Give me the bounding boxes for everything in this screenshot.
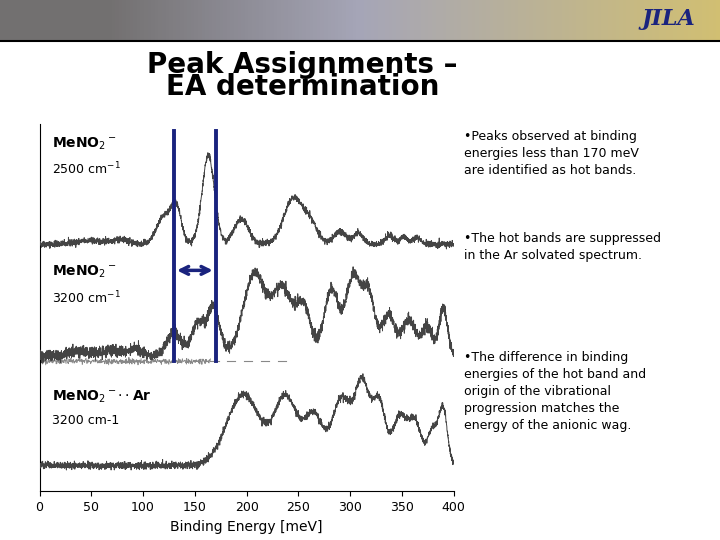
Text: MeNO$_2$$^-$$\cdot\cdot$Ar: MeNO$_2$$^-$$\cdot\cdot$Ar xyxy=(52,389,151,405)
Text: JILA: JILA xyxy=(641,8,695,30)
Text: MeNO$_2$$^-$: MeNO$_2$$^-$ xyxy=(52,264,117,280)
Text: MeNO$_2$$^-$: MeNO$_2$$^-$ xyxy=(52,135,117,152)
Text: 3200 cm$^{-1}$: 3200 cm$^{-1}$ xyxy=(52,289,121,306)
Text: •The difference in binding
energies of the hot band and
origin of the vibrationa: •The difference in binding energies of t… xyxy=(464,351,647,432)
Text: •The hot bands are suppressed
in the Ar solvated spectrum.: •The hot bands are suppressed in the Ar … xyxy=(464,232,662,262)
Text: 2500 cm$^{-1}$: 2500 cm$^{-1}$ xyxy=(52,161,121,178)
Text: EA determination: EA determination xyxy=(166,73,439,101)
Text: Peak Assignments –: Peak Assignments – xyxy=(147,51,458,79)
X-axis label: Binding Energy [meV]: Binding Energy [meV] xyxy=(171,519,323,534)
Text: •Peaks observed at binding
energies less than 170 meV
are identified as hot band: •Peaks observed at binding energies less… xyxy=(464,130,639,177)
Text: 3200 cm-1: 3200 cm-1 xyxy=(52,414,120,427)
